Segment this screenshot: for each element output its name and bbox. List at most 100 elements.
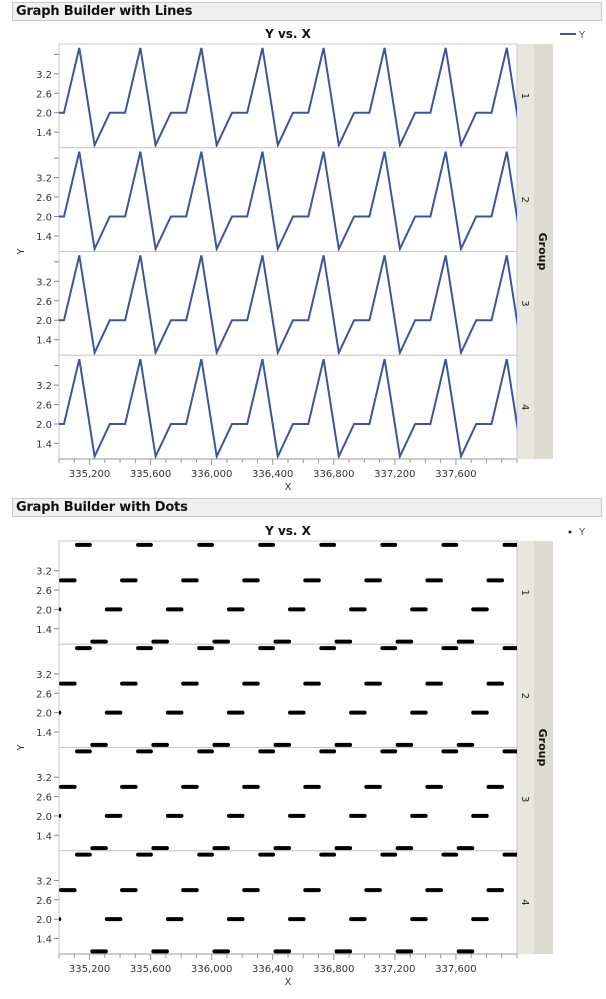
y-tick-label: 3.2 <box>36 174 52 185</box>
y-tick-label: 2.0 <box>36 316 52 327</box>
x-tick-label: 337,200 <box>374 964 415 975</box>
y-tick-label: 2.6 <box>36 689 52 700</box>
facet-panel-1: 1 1.4 2.0 2.6 3.2 <box>36 43 530 149</box>
y-tick-label: 1.4 <box>36 625 52 636</box>
y-tick-label: 2.0 <box>36 915 52 926</box>
panel-frame <box>58 643 518 748</box>
legend-label: Y <box>578 527 586 538</box>
facet-label: 2 <box>519 693 530 699</box>
group-strip[interactable] <box>534 44 553 459</box>
x-tick-label: 337,600 <box>435 469 476 480</box>
plot-area[interactable] <box>0 646 606 747</box>
y-tick-label: 3.2 <box>36 670 52 681</box>
y-tick-label: 2.0 <box>36 109 52 120</box>
data-line <box>59 47 517 148</box>
x-axis: 335,200 335,600 336,000 336,400 336,800 337,2… <box>58 953 518 988</box>
panel-frame <box>58 747 518 852</box>
y-tick-label: 2.0 <box>36 420 52 431</box>
y-tick-label: 2.6 <box>36 793 52 804</box>
x-axis-label: X <box>285 977 292 988</box>
lines-chart: Y vs. X Y Group Y 1 1.4 2.0 2.6 3.2 2 1.4 2.0 2.6 3.2… <box>16 27 586 493</box>
y-tick-label: 2.6 <box>36 586 52 597</box>
legend-dot-icon <box>568 530 572 534</box>
chart-title: Y vs. X <box>264 27 312 41</box>
y-tick-label: 1.4 <box>36 728 52 739</box>
y-tick-label: 1.4 <box>36 935 52 946</box>
facet-panel-1: 1 1.4 2.0 2.6 3.2 <box>0 540 606 645</box>
panel-frame <box>58 354 518 460</box>
dots-chart: Y vs. X Y Group Y 1 1.4 2.0 2.6 3.2 2 1.4 2.0 2.6 3.2… <box>0 524 606 988</box>
y-tick-label: 3.2 <box>36 773 52 784</box>
panel-frame <box>58 251 518 356</box>
y-axis-label: Y <box>16 744 27 752</box>
facet-panel-2: 2 1.4 2.0 2.6 3.2 <box>36 147 530 252</box>
x-tick-label: 336,000 <box>191 964 232 975</box>
panel-frame <box>58 540 518 645</box>
plot-area[interactable] <box>0 852 606 954</box>
y-tick-label: 1.4 <box>36 128 52 139</box>
group-label: Group <box>536 729 549 767</box>
y-tick-label: 2.6 <box>36 297 52 308</box>
facet-label: 1 <box>519 93 530 99</box>
facet-label: 1 <box>519 589 530 595</box>
x-tick-label: 336,800 <box>313 964 354 975</box>
panel-frame <box>58 850 518 955</box>
plot-area[interactable] <box>49 255 522 356</box>
y-tick-label: 3.2 <box>36 567 52 578</box>
facet-panel-2: 2 1.4 2.0 2.6 3.2 <box>0 643 606 748</box>
report-header-dots[interactable]: Graph Builder with Dots <box>12 498 602 517</box>
plot-area[interactable] <box>49 358 522 459</box>
facet-label: 3 <box>519 300 530 306</box>
chart-title: Y vs. X <box>264 524 312 538</box>
x-tick-label: 336,400 <box>252 469 293 480</box>
y-tick-label: 2.6 <box>36 896 52 907</box>
data-line <box>59 255 517 356</box>
y-tick-label: 2.6 <box>36 89 52 100</box>
plot-area[interactable] <box>49 151 522 252</box>
x-tick-label: 335,200 <box>69 964 110 975</box>
x-axis-label: X <box>285 482 292 493</box>
panel-frame <box>58 43 518 149</box>
y-axis-label: Y <box>16 248 27 256</box>
y-tick-label: 3.2 <box>36 277 52 288</box>
report-title: Graph Builder with Dots <box>16 500 188 515</box>
report-header-lines[interactable]: Graph Builder with Lines <box>12 2 602 21</box>
x-tick-label: 337,600 <box>435 964 476 975</box>
facet-label: 2 <box>519 196 530 202</box>
legend-label: Y <box>578 30 586 41</box>
x-tick-label: 335,600 <box>130 469 171 480</box>
y-tick-label: 2.0 <box>36 812 52 823</box>
y-tick-label: 2.0 <box>36 212 52 223</box>
facet-panel-4: 4 1.4 2.0 2.6 3.2 <box>36 354 530 460</box>
plot-area[interactable] <box>0 542 606 644</box>
y-tick-label: 2.6 <box>36 193 52 204</box>
x-axis: 335,200 335,600 336,000 336,400 336,800 337,2… <box>58 458 518 493</box>
x-tick-label: 336,400 <box>252 964 293 975</box>
y-tick-label: 3.2 <box>36 70 52 81</box>
y-tick-label: 1.4 <box>36 439 52 450</box>
facet-label: 4 <box>519 404 530 410</box>
data-line <box>59 358 517 459</box>
facet-strip <box>517 541 534 954</box>
legend[interactable]: Y <box>560 30 586 41</box>
x-tick-label: 335,600 <box>130 964 171 975</box>
y-tick-label: 1.4 <box>36 831 52 842</box>
plot-area[interactable] <box>0 749 606 851</box>
x-tick-label: 336,000 <box>191 469 232 480</box>
facet-panel-3: 3 1.4 2.0 2.6 3.2 <box>0 747 606 852</box>
y-tick-label: 1.4 <box>36 232 52 243</box>
y-tick-label: 1.4 <box>36 336 52 347</box>
facet-panel-4: 4 1.4 2.0 2.6 3.2 <box>0 850 606 955</box>
plot-area[interactable] <box>49 47 522 148</box>
facet-strip <box>517 44 534 459</box>
x-tick-label: 336,800 <box>313 469 354 480</box>
facet-panel-3: 3 1.4 2.0 2.6 3.2 <box>36 251 530 356</box>
facet-label: 3 <box>519 796 530 802</box>
group-label: Group <box>536 233 549 271</box>
group-strip[interactable] <box>534 541 553 954</box>
y-tick-label: 2.0 <box>36 709 52 720</box>
legend[interactable]: Y <box>568 527 587 538</box>
y-tick-label: 2.6 <box>36 401 52 412</box>
y-tick-label: 3.2 <box>36 381 52 392</box>
facet-label: 4 <box>519 899 530 905</box>
